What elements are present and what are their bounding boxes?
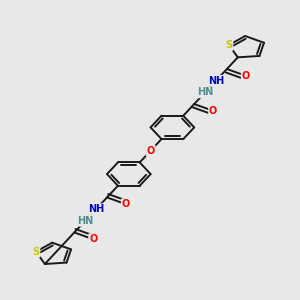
Text: O: O: [89, 234, 97, 244]
Text: O: O: [209, 106, 217, 116]
Text: O: O: [146, 146, 155, 156]
Text: HN: HN: [197, 87, 213, 98]
Text: O: O: [242, 71, 250, 81]
Text: NH: NH: [88, 204, 104, 214]
Text: HN: HN: [77, 216, 93, 226]
Text: S: S: [225, 40, 233, 50]
Text: NH: NH: [208, 76, 224, 86]
Text: S: S: [32, 247, 40, 257]
Text: O: O: [122, 199, 130, 209]
